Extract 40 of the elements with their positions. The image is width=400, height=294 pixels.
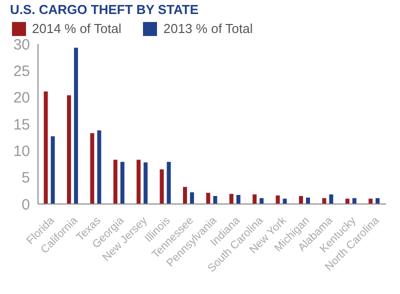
bar (206, 192, 210, 204)
bar (120, 162, 124, 204)
bar (160, 169, 164, 204)
bar (97, 130, 102, 204)
bar (67, 95, 71, 204)
bar (345, 198, 350, 204)
y-tick-label: 15 (13, 116, 30, 134)
bar (252, 194, 257, 204)
bar (306, 198, 310, 204)
y-tick-label: 20 (13, 90, 30, 107)
bar (166, 162, 171, 204)
bar (376, 198, 380, 204)
bar (276, 195, 280, 204)
bar (136, 160, 141, 204)
bar (322, 198, 326, 204)
y-tick-label: 0 (22, 196, 30, 214)
y-tick-label: 10 (13, 142, 30, 160)
y-tick-label: 30 (13, 36, 30, 54)
bar (90, 133, 94, 204)
bar (44, 91, 48, 204)
bar (113, 160, 118, 204)
bar (236, 194, 240, 204)
bar (183, 186, 187, 204)
bar (144, 162, 148, 204)
bar (352, 198, 356, 204)
bar (213, 196, 218, 204)
bar (282, 198, 287, 204)
bar (260, 198, 264, 204)
bar (74, 48, 78, 204)
bar (329, 194, 334, 204)
bar (50, 136, 55, 204)
y-tick-label: 25 (13, 62, 30, 80)
chart-title: U.S. CARGO THEFT BY STATE (10, 2, 200, 17)
legend-label: 2014 % of Total (32, 21, 122, 36)
bar (299, 196, 303, 204)
bar (190, 192, 194, 204)
y-tick-label: 5 (22, 170, 30, 187)
bar (229, 194, 234, 204)
bar (368, 198, 373, 204)
legend-label: 2013 % of Total (163, 21, 253, 36)
